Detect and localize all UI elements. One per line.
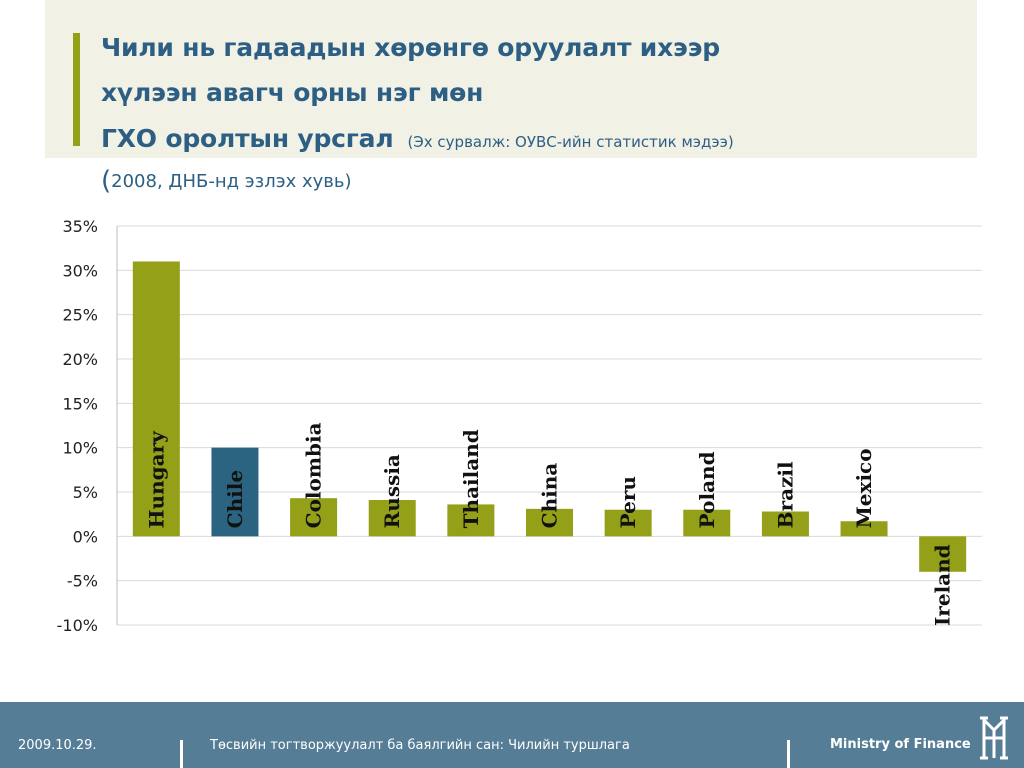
y-tick-label: 35% [62,217,98,236]
footer-date: 2009.10.29. [18,738,97,753]
source-note: (Эх сурвалж: ОУВС-ийн статистик мэдээ) [407,133,734,151]
footer-brand: Ministry of Finance [830,737,971,752]
bar-label-china: China [538,463,562,529]
title-line-1: Чили нь гадаадын хөрөнгө оруулалт ихээр [101,33,720,62]
bar-colombia [290,498,338,537]
footer-divider-left [180,740,183,768]
header-band [45,0,977,158]
y-tick-label: -10% [57,616,98,635]
subtitle-paren: ( [101,166,112,196]
bar-chile [211,447,259,537]
bar-thailand [447,504,495,537]
y-tick-label: 20% [62,350,98,369]
y-tick-label: 30% [62,261,98,280]
bar-label-peru: Peru [616,476,640,528]
subtitle: (2008, ДНБ-нд эзлэх хувь) [101,166,352,196]
footer-divider-right [787,740,790,768]
title-line-3-text: ГХО оролтын урсгал [101,124,394,153]
bar-label-poland: Poland [695,451,719,528]
bar-peru [604,509,652,537]
title-accent-bar [73,33,80,146]
bar-label-ireland: Ireland [931,544,955,626]
bar-label-mexico: Mexico [852,448,876,528]
y-tick-label: 25% [62,306,98,325]
bar-ireland [919,536,967,572]
ministry-monogram-icon [980,716,1008,760]
bar-china [526,508,573,537]
bar-russia [368,499,416,537]
bar-mexico [840,521,888,537]
fdi-bar-chart: 35% 30% 25% 20% 15% 10% 5% 0% -5% -10% Hungary Chil… [57,217,982,635]
bar-label-hungary: Hungary [144,430,168,528]
y-tick-label: 5% [73,483,98,502]
bar-brazil [761,511,809,537]
title-line-3: ГХО оролтын урсгал (Эх сурвалж: ОУВС-ийн … [101,124,734,153]
y-tick-label: 10% [62,439,98,458]
bar-label-chile: Chile [223,470,247,528]
bar-label-russia: Russia [380,454,404,528]
bar-poland [683,509,731,537]
footer-presentation-title: Төсвийн тогтворжуулалт ба баялгийн сан: … [210,738,630,753]
bar-label-colombia: Colombia [302,422,326,528]
title-line-2: хүлээн авагч орны нэг мөн [101,78,484,107]
subtitle-text: 2008, ДНБ-нд эзлэх хувь) [111,171,352,192]
bar-hungary [132,261,180,537]
bar-label-thailand: Thailand [459,429,483,528]
y-tick-label: -5% [67,572,98,591]
footer: 2009.10.29. Төсвийн тогтворжуулалт ба ба… [0,702,1024,768]
bar-label-brazil: Brazil [773,461,797,528]
y-tick-label: 15% [62,394,98,413]
y-tick-label: 0% [73,527,98,546]
